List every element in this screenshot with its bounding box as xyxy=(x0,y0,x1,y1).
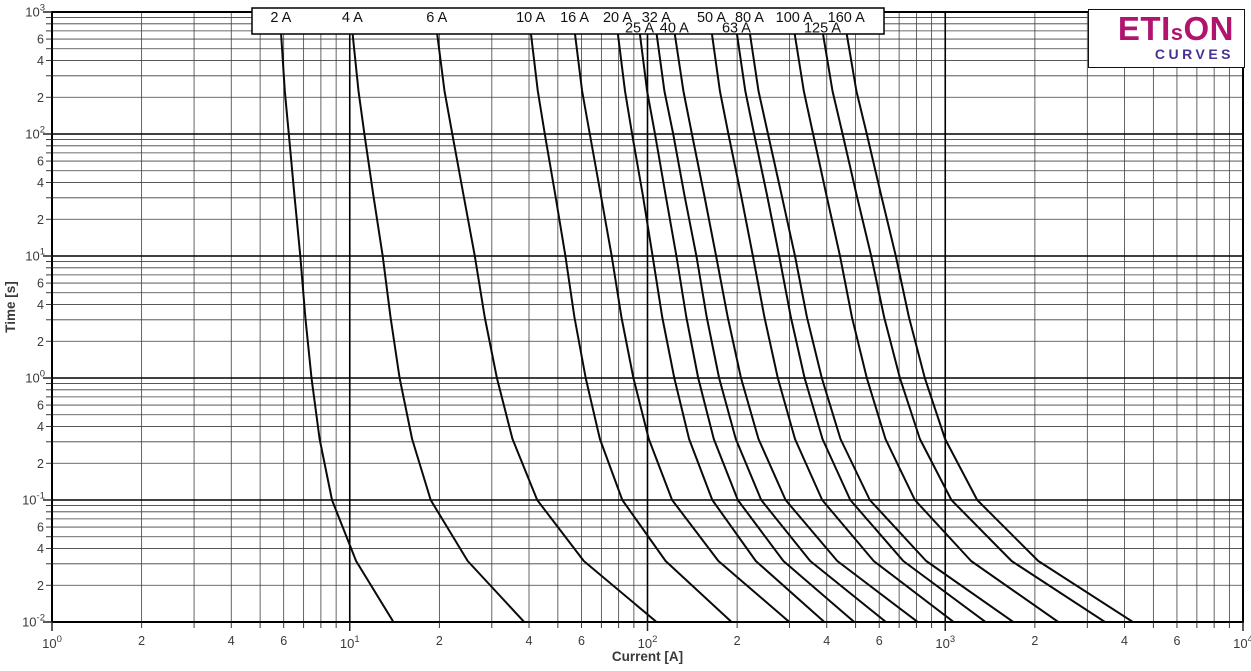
x-minor-tick-label: 2 xyxy=(734,634,741,648)
y-axis-title: Time [s] xyxy=(3,281,18,333)
curve-label-6A: 6 A xyxy=(426,10,447,26)
y-minor-tick-label: 4 xyxy=(37,542,44,556)
logo-text-s: s xyxy=(1170,20,1184,45)
x-minor-tick-label: 6 xyxy=(578,634,585,648)
y-minor-tick-label: 4 xyxy=(37,298,44,312)
curve-100A xyxy=(793,30,1061,622)
etison-logo: ETIsON CURVES xyxy=(1088,9,1245,68)
y-minor-tick-label: 6 xyxy=(37,277,44,291)
curve-80A xyxy=(748,30,1016,622)
curve-label-160A: 160 A xyxy=(828,10,865,26)
logo-tagline: CURVES xyxy=(1154,46,1234,62)
curve-4A xyxy=(351,30,526,622)
curve-label-25A: 25 A xyxy=(625,21,654,37)
tick-label-10e3: 103 xyxy=(25,3,45,20)
x-minor-tick-label: 6 xyxy=(280,634,287,648)
tick-label-10e2: 102 xyxy=(638,634,658,651)
x-minor-tick-label: 6 xyxy=(1173,634,1180,648)
y-tick-labels: 10-2 2 4 6 10-1 2 4 6 100 2 4 6 101 2 4 6 102 2 4 6 103 xyxy=(22,3,45,630)
curve-label-80A: 80 A xyxy=(735,10,764,26)
y-minor-tick-label: 2 xyxy=(37,335,44,349)
tick-label-10e-2: 10-2 xyxy=(22,613,45,630)
y-minor-tick-label: 6 xyxy=(37,155,44,169)
x-minor-tick-label: 4 xyxy=(228,634,235,648)
curve-32A xyxy=(655,30,888,622)
curve-40A xyxy=(673,30,920,622)
x-minor-tick-label: 2 xyxy=(1031,634,1038,648)
curve-63A xyxy=(735,30,988,622)
curve-10A xyxy=(529,30,734,622)
x-minor-tick-label: 2 xyxy=(436,634,443,648)
tick-label-10e0: 100 xyxy=(25,369,45,386)
y-minor-tick-label: 6 xyxy=(37,399,44,413)
curve-label-32A: 32 A xyxy=(642,10,671,26)
y-minor-tick-label: 2 xyxy=(37,213,44,227)
curve-label-40A: 40 A xyxy=(660,21,689,37)
tick-label-10e3: 103 xyxy=(935,634,955,651)
tick-label-10e1: 101 xyxy=(25,247,45,264)
curve-label-box: 2 A 4 A 6 A 10 A 16 A 20 A25 A32 A40 A 50 A63 … xyxy=(251,7,885,37)
curve-label-16A: 16 A xyxy=(560,10,589,26)
x-minor-tick-label: 4 xyxy=(526,634,533,648)
curve-label-10A: 10 A xyxy=(516,10,545,26)
y-minor-tick-label: 4 xyxy=(37,54,44,68)
y-minor-tick-label: 6 xyxy=(37,521,44,535)
logo-text-on: ON xyxy=(1183,10,1234,47)
logo-text-eti: ETI xyxy=(1117,10,1171,47)
curve-25A xyxy=(638,30,856,622)
y-minor-tick-label: 2 xyxy=(37,91,44,105)
x-minor-tick-label: 2 xyxy=(138,634,145,648)
curve-2A xyxy=(279,30,395,622)
tick-label-10e2: 102 xyxy=(25,125,45,142)
curve-label-4A: 4 A xyxy=(342,10,363,26)
x-minor-tick-label: 4 xyxy=(823,634,830,648)
curve-50A xyxy=(710,30,956,622)
major-gridlines xyxy=(51,11,1244,623)
curve-125A xyxy=(821,30,1107,622)
curve-16A xyxy=(573,30,791,622)
x-minor-tick-label: 4 xyxy=(1121,634,1128,648)
y-minor-tick-label: 4 xyxy=(37,176,44,190)
tick-label-10e1: 101 xyxy=(340,634,360,651)
logo-wordmark: ETIsON xyxy=(1118,12,1234,48)
y-minor-tick-label: 2 xyxy=(37,579,44,593)
curve-label-box-frame xyxy=(251,7,885,35)
curve-160A xyxy=(845,30,1135,622)
curve-label-125A: 125 A xyxy=(804,21,841,37)
tick-label-10e0: 100 xyxy=(42,634,62,651)
curve-label-50A: 50 A xyxy=(697,10,726,26)
y-minor-tick-label: 6 xyxy=(37,33,44,47)
x-minor-tick-label: 6 xyxy=(876,634,883,648)
tick-label-10e4: 104 xyxy=(1233,634,1251,651)
y-minor-tick-label: 4 xyxy=(37,420,44,434)
y-minor-tick-label: 2 xyxy=(37,457,44,471)
curve-6A xyxy=(435,30,659,622)
curve-label-20A: 20 A xyxy=(603,10,632,26)
curve-label-63A: 63 A xyxy=(722,21,751,37)
curve-label-100A: 100 A xyxy=(776,10,813,26)
fuse-curves xyxy=(279,30,1135,622)
tick-label-10e-1: 10-1 xyxy=(22,491,45,508)
axis-ticks xyxy=(43,11,1244,631)
x-axis-title: Current [A] xyxy=(611,649,684,664)
curve-20A xyxy=(616,30,826,622)
x-tick-labels: 100 2 4 6 101 2 4 6 102 2 4 6 103 2 4 6 104 xyxy=(42,634,1251,651)
curve-label-2A: 2 A xyxy=(270,10,291,26)
